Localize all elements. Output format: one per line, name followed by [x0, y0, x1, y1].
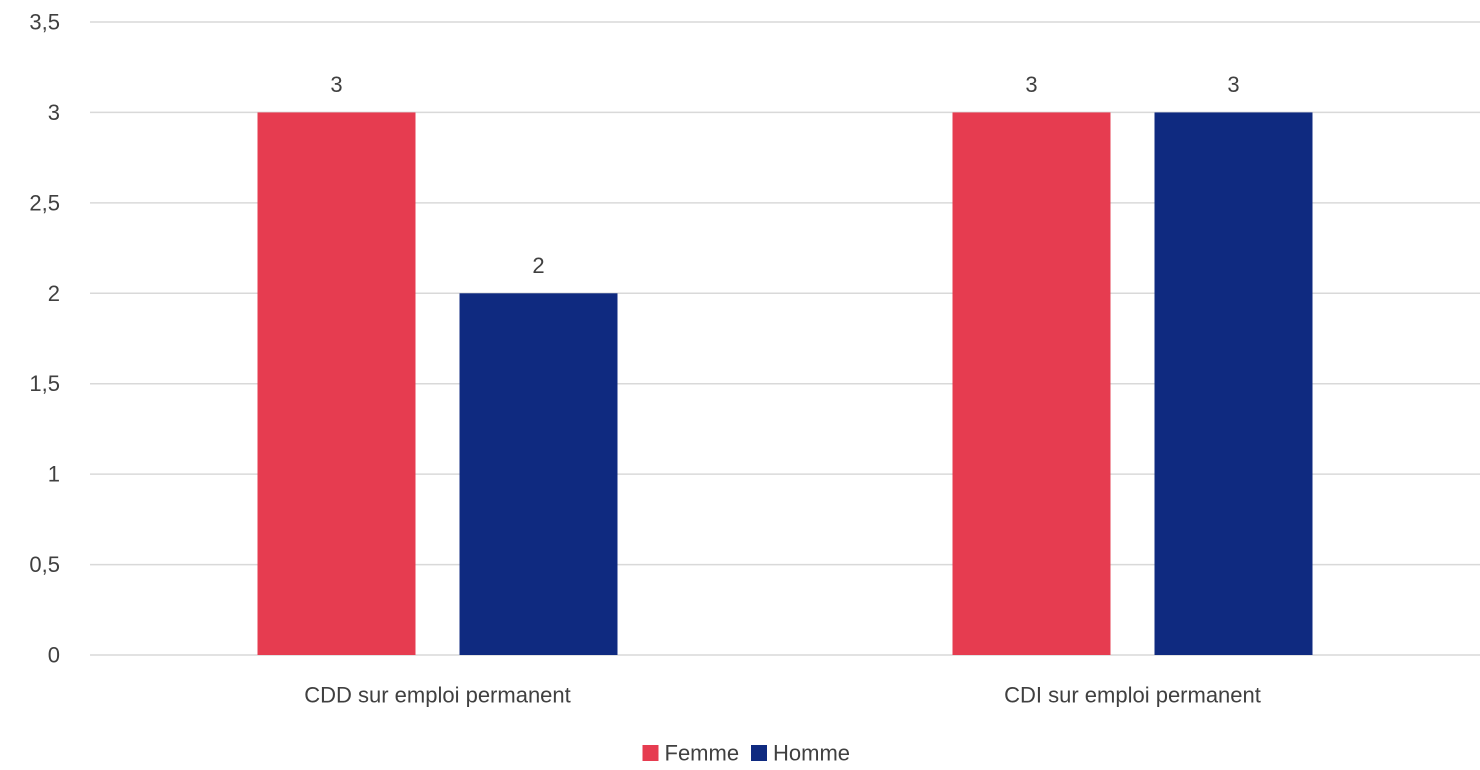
bar-homme	[1154, 112, 1313, 655]
y-tick-label: 3,5	[29, 10, 60, 35]
data-labels: 3 2 3 3	[330, 72, 1239, 278]
bar-femme	[257, 112, 416, 655]
y-tick-label: 2,5	[29, 190, 60, 215]
y-tick-label: 0	[48, 643, 60, 668]
y-tick-label: 1,5	[29, 371, 60, 396]
x-tick-label: CDD sur emploi permanent	[304, 683, 571, 708]
data-label: 2	[532, 253, 544, 278]
bars	[257, 112, 1313, 655]
data-label: 3	[330, 72, 342, 97]
data-label: 3	[1227, 72, 1239, 97]
y-tick-label: 0,5	[29, 552, 60, 577]
y-tick-label: 2	[48, 281, 60, 306]
x-tick-label: CDI sur emploi permanent	[1004, 683, 1261, 708]
legend-swatch-homme	[751, 745, 767, 761]
legend-swatch-femme	[642, 745, 659, 761]
legend-label: Femme	[665, 741, 740, 766]
data-label: 3	[1025, 72, 1037, 97]
legend: Femme Homme	[642, 741, 850, 766]
bar-femme	[952, 112, 1111, 655]
bar-homme	[459, 293, 618, 655]
y-axis-tick-labels: 0 0,5 1 1,5 2 2,5 3 3,5	[29, 10, 60, 668]
x-axis-tick-labels: CDD sur emploi permanent CDI sur emploi p…	[304, 683, 1261, 708]
legend-label: Homme	[773, 741, 850, 766]
y-tick-label: 3	[48, 100, 60, 125]
y-tick-label: 1	[48, 462, 60, 487]
